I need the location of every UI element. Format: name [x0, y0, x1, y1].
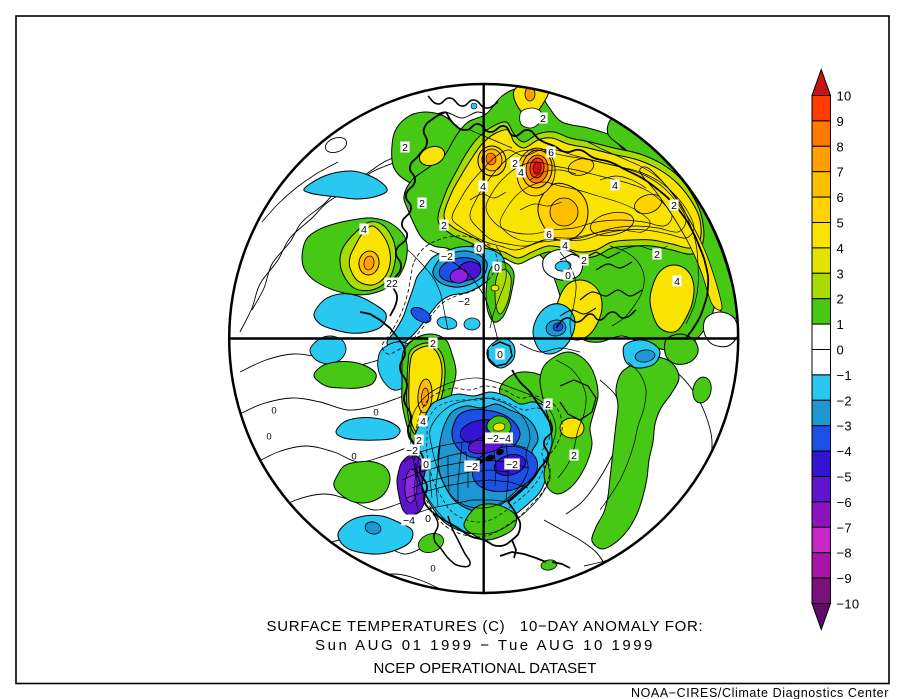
svg-text:9: 9	[837, 114, 845, 129]
svg-text:−5: −5	[837, 470, 852, 485]
svg-text:0: 0	[565, 270, 571, 282]
svg-text:3: 3	[837, 266, 845, 281]
svg-text:6: 6	[546, 229, 552, 241]
svg-text:2: 2	[430, 338, 436, 350]
svg-text:2: 2	[512, 158, 518, 170]
svg-text:2: 2	[581, 255, 587, 267]
svg-text:2: 2	[837, 292, 845, 307]
svg-text:2: 2	[441, 220, 447, 232]
svg-text:2: 2	[419, 198, 425, 210]
svg-text:NCEP OPERATIONAL DATASET: NCEP OPERATIONAL DATASET	[374, 660, 597, 677]
svg-text:2: 2	[545, 399, 551, 411]
svg-text:−7: −7	[837, 520, 852, 535]
svg-text:4: 4	[837, 241, 845, 256]
svg-text:0: 0	[266, 432, 271, 443]
svg-text:6: 6	[548, 147, 554, 159]
svg-text:5: 5	[837, 216, 845, 231]
svg-text:−2: −2	[458, 296, 470, 308]
svg-text:SURFACE TEMPERATURES (C) 10−: SURFACE TEMPERATURES (C) 10−DAY ANOMALY …	[267, 618, 704, 635]
svg-text:2: 2	[671, 200, 677, 212]
svg-text:−2: −2	[441, 251, 453, 263]
svg-text:0: 0	[494, 262, 500, 274]
svg-text:−8: −8	[837, 546, 852, 561]
svg-text:2: 2	[416, 435, 422, 447]
svg-text:NOAA−CIRES/Climate Diagnostics: NOAA−CIRES/Climate Diagnostics Center	[631, 686, 889, 699]
svg-text:0: 0	[373, 408, 378, 419]
svg-text:0: 0	[271, 406, 276, 417]
svg-text:−4: −4	[837, 444, 852, 459]
svg-text:4: 4	[518, 167, 524, 179]
svg-text:0: 0	[351, 452, 356, 463]
svg-text:0: 0	[476, 243, 482, 255]
svg-text:0: 0	[423, 459, 429, 471]
svg-text:Sun AUG 01 1999 − Tue AUG 10 1: Sun AUG 01 1999 − Tue AUG 10 1999	[315, 637, 655, 654]
svg-text:4: 4	[480, 181, 486, 193]
svg-text:0: 0	[837, 343, 845, 358]
svg-text:−2: −2	[406, 445, 418, 457]
svg-text:4: 4	[420, 416, 426, 428]
svg-text:4: 4	[562, 240, 568, 252]
svg-text:4: 4	[361, 224, 367, 236]
svg-text:22: 22	[386, 278, 398, 290]
svg-text:10: 10	[837, 89, 852, 104]
svg-text:2: 2	[654, 249, 660, 261]
svg-text:−9: −9	[837, 571, 852, 586]
svg-text:−1: −1	[837, 368, 852, 383]
svg-text:−6: −6	[837, 495, 852, 510]
svg-text:2: 2	[540, 113, 546, 125]
svg-text:2: 2	[571, 450, 577, 462]
svg-text:4: 4	[674, 276, 680, 288]
svg-text:−2: −2	[837, 393, 852, 408]
svg-text:−2−4: −2−4	[487, 433, 511, 445]
svg-text:1: 1	[837, 317, 845, 332]
svg-text:0: 0	[430, 564, 435, 575]
svg-text:2: 2	[402, 142, 408, 154]
svg-text:−3: −3	[837, 419, 852, 434]
svg-text:8: 8	[837, 139, 845, 154]
svg-text:0: 0	[425, 513, 431, 525]
svg-text:−4: −4	[403, 515, 415, 527]
svg-text:−2: −2	[506, 459, 518, 471]
svg-text:0: 0	[497, 349, 503, 361]
svg-text:6: 6	[837, 190, 845, 205]
svg-text:−2: −2	[466, 461, 478, 473]
svg-text:−10: −10	[837, 597, 860, 612]
svg-text:4: 4	[612, 180, 618, 192]
svg-text:7: 7	[837, 165, 845, 180]
